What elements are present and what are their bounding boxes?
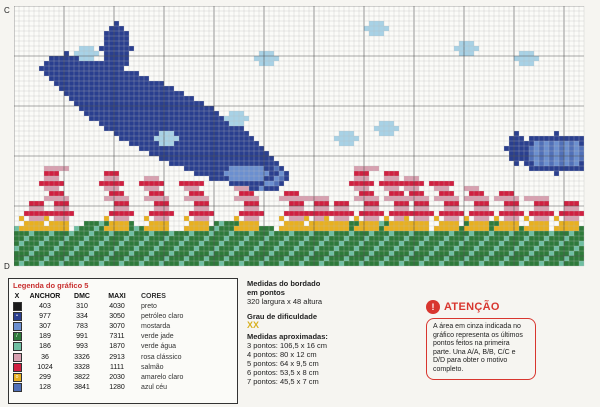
legend-cores: mostarda: [141, 322, 171, 330]
legend-anchor: 299: [39, 373, 51, 381]
attention-panel: ! ATENÇÃO A área em cinza indicada no gr…: [426, 300, 546, 380]
legend-swatch-cell: [9, 301, 25, 311]
legend-row: 36 3326 2913 rosa clássico: [9, 352, 237, 362]
legend-row: 403 310 4030 preto: [9, 301, 237, 311]
legend-row: 1024 3328 1111 salmão: [9, 362, 237, 372]
legend-anchor: 1024: [37, 363, 53, 371]
legend-swatch-cell: [9, 362, 25, 372]
difficulty-title: Grau de dificuldade: [247, 312, 318, 321]
legend-anchor: 128: [39, 384, 51, 392]
legend-cores: salmão: [141, 363, 164, 371]
legend-dmc: 783: [76, 322, 88, 330]
stitch-grid: [14, 6, 585, 267]
corner-label-c: C: [4, 6, 10, 15]
legend-maxi: 3070: [109, 322, 125, 330]
cross-stitch-chart: [14, 6, 588, 268]
size-item: 4 pontos: 80 x 12 cm: [247, 350, 317, 359]
color-swatch: [12, 301, 22, 311]
attention-icon: !: [426, 300, 440, 314]
color-swatch: [12, 342, 22, 352]
color-swatch: •: [12, 311, 22, 321]
legend-cores: rosa clássico: [141, 353, 182, 361]
legend-dmc: 3841: [74, 384, 90, 392]
legend-row: / 189 991 7311 verde jade: [9, 332, 237, 342]
legend-swatch-cell: •: [9, 311, 25, 321]
approx-title: Medidas aproximadas:: [247, 332, 328, 341]
measures-title-2: em pontos: [247, 288, 285, 297]
color-swatch: /: [12, 332, 22, 342]
embroidery-info: Medidas do bordado em pontos 320 largura…: [247, 279, 407, 386]
size-item: 7 pontos: 45,5 x 7 cm: [247, 377, 319, 386]
legend-header-maxi: MAXI: [108, 292, 126, 300]
legend-anchor: 307: [39, 322, 51, 330]
legend-maxi: 1870: [109, 343, 125, 351]
measures-title-1: Medidas do bordado: [247, 279, 321, 288]
legend-maxi: 4030: [109, 302, 125, 310]
legend-anchor: 36: [41, 353, 49, 361]
corner-label-d: D: [4, 262, 10, 271]
legend-maxi: 7311: [109, 333, 125, 341]
legend-header-cores: CORES: [141, 292, 166, 300]
legend-cores: verde água: [141, 343, 177, 351]
color-swatch: [12, 383, 22, 393]
difficulty-marks: XX: [247, 320, 260, 330]
legend-rows: 403 310 4030 preto • 977 334 3050 petróleo claro…: [9, 301, 237, 393]
legend-header-x: X: [14, 292, 20, 300]
legend-cores: preto: [141, 302, 157, 310]
legend-maxi: 1280: [109, 384, 125, 392]
legend-header-dmc: DMC: [74, 292, 90, 300]
legend-header-row: X ANCHOR DMC MAXI CORES: [9, 291, 237, 301]
legend-dmc: 3328: [74, 363, 90, 371]
legend-anchor: 189: [39, 333, 51, 341]
color-swatch: [12, 362, 22, 372]
legend-row: 128 3841 1280 azul céu: [9, 383, 237, 393]
legend-row: • 977 334 3050 petróleo claro: [9, 311, 237, 321]
measures-value: 320 largura x 48 altura: [247, 297, 323, 306]
legend-cores: petróleo claro: [141, 312, 184, 320]
attention-title: ATENÇÃO: [444, 301, 500, 313]
legend-anchor: 977: [39, 312, 51, 320]
legend-maxi: 2913: [109, 353, 125, 361]
legend-dmc: 993: [76, 343, 88, 351]
attention-text: A área em cinza indicada no gráfico repr…: [426, 318, 536, 380]
legend-swatch-cell: [9, 352, 25, 362]
color-swatch: [12, 321, 22, 331]
legend-anchor: 403: [39, 302, 51, 310]
legend-dmc: 310: [76, 302, 88, 310]
legend-swatch-cell: o: [9, 372, 25, 382]
size-item: 3 pontos: 106,5 x 16 cm: [247, 341, 328, 350]
color-swatch: [12, 352, 22, 362]
legend-maxi: 2030: [109, 373, 125, 381]
legend-dmc: 334: [76, 312, 88, 320]
legend-anchor: 186: [39, 343, 51, 351]
legend-title: Legenda do gráfico 5: [13, 281, 89, 290]
legend-cores: amarelo claro: [141, 373, 184, 381]
legend-swatch-cell: [9, 383, 25, 393]
legend-dmc: 3326: [74, 353, 90, 361]
legend-swatch-cell: [9, 342, 25, 352]
legend-cores: azul céu: [141, 384, 168, 392]
legend-dmc: 3822: [74, 373, 90, 381]
legend-maxi: 3050: [109, 312, 125, 320]
size-item: 6 pontos: 53,5 x 8 cm: [247, 368, 319, 377]
legend-cores: verde jade: [141, 333, 174, 341]
legend-table: Legenda do gráfico 5 X ANCHOR DMC MAXI C…: [8, 278, 238, 404]
legend-maxi: 1111: [109, 363, 124, 371]
legend-row: o 299 3822 2030 amarelo claro: [9, 372, 237, 382]
legend-dmc: 991: [76, 333, 88, 341]
color-swatch: o: [12, 372, 22, 382]
size-item: 5 pontos: 64 x 9,5 cm: [247, 359, 319, 368]
legend-row: 186 993 1870 verde água: [9, 342, 237, 352]
legend-row: 307 783 3070 mostarda: [9, 321, 237, 331]
legend-swatch-cell: /: [9, 332, 25, 342]
legend-header-anchor: ANCHOR: [29, 292, 61, 300]
legend-swatch-cell: [9, 321, 25, 331]
